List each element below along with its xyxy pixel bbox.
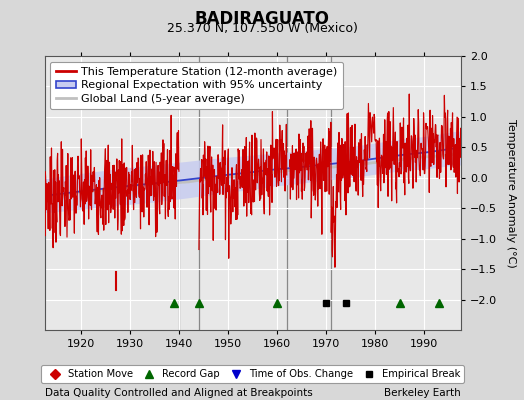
Text: 25.370 N, 107.550 W (Mexico): 25.370 N, 107.550 W (Mexico) [167, 22, 357, 35]
Text: Data Quality Controlled and Aligned at Breakpoints: Data Quality Controlled and Aligned at B… [45, 388, 312, 398]
Y-axis label: Temperature Anomaly (°C): Temperature Anomaly (°C) [506, 119, 516, 267]
Text: BADIRAGUATO: BADIRAGUATO [194, 10, 330, 28]
Legend: Station Move, Record Gap, Time of Obs. Change, Empirical Break: Station Move, Record Gap, Time of Obs. C… [41, 365, 464, 383]
Text: Berkeley Earth: Berkeley Earth [385, 388, 461, 398]
Legend: This Temperature Station (12-month average), Regional Expectation with 95% uncer: This Temperature Station (12-month avera… [50, 62, 343, 109]
